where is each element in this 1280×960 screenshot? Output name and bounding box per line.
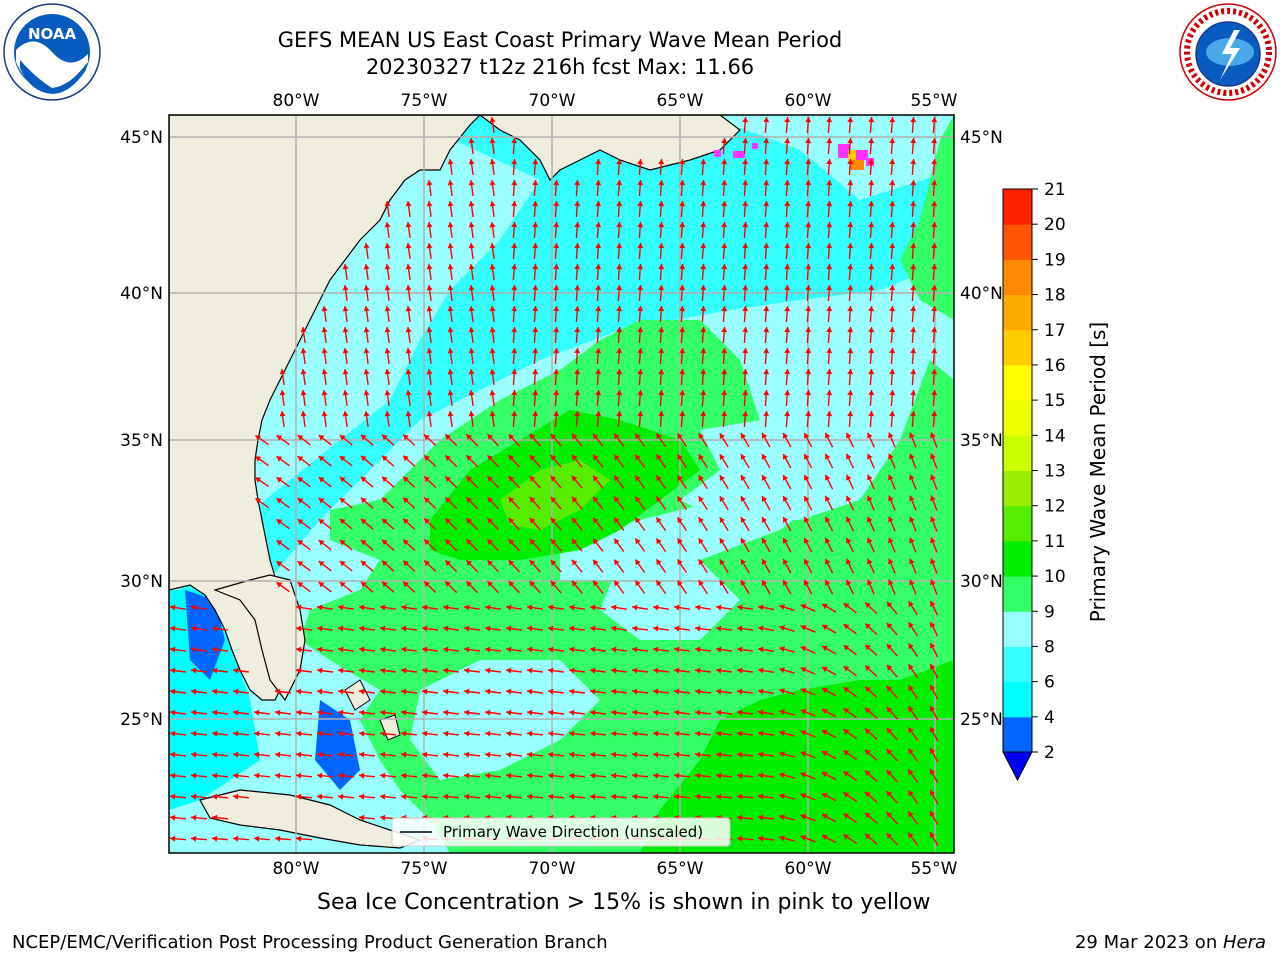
footer-date: 29 Mar 2023 on Hera [1075,932,1266,953]
colorbar-tick-label: 18 [1044,286,1066,306]
lon-label: 65°W [657,91,704,111]
colorbar-swatch [1003,400,1032,436]
footer-host: Hera [1223,932,1266,953]
colorbar-tick-label: 11 [1044,532,1066,552]
lat-label: 45°N [960,128,1003,148]
lat-label: 35°N [120,431,163,451]
lon-label: 70°W [529,859,576,879]
lat-labels-right: 45°N 40°N 35°N 30°N 25°N [960,128,1003,730]
colorbar-label: Primary Wave Mean Period [s] [1086,322,1110,623]
lon-label: 80°W [273,859,320,879]
colorbar-tick-label: 6 [1044,673,1055,693]
lon-label: 60°W [785,859,832,879]
legend-label: Primary Wave Direction (unscaled) [443,823,703,841]
colorbar-swatch [1003,259,1032,295]
colorbar-swatch [1003,295,1032,331]
lat-label: 35°N [960,431,1003,451]
lon-label: 55°W [911,91,958,111]
lat-label: 25°N [960,710,1003,730]
lon-labels-top: 80°W 75°W 70°W 65°W 60°W 55°W [273,91,958,111]
colorbar-swatch [1003,471,1032,507]
lat-label: 30°N [960,572,1003,592]
colorbar-swatch [1003,435,1032,471]
lon-label: 55°W [911,859,958,879]
lat-label: 40°N [960,284,1003,304]
colorbar-tick-label: 9 [1044,602,1055,622]
colorbar-swatch [1003,717,1032,753]
colorbar-tick-label: 13 [1044,462,1066,482]
lat-labels-left: 45°N 40°N 35°N 30°N 25°N [120,128,163,730]
colorbar-tick-label: 20 [1044,215,1066,235]
footer-date-text: 29 Mar 2023 on [1075,932,1223,953]
colorbar-swatch [1003,189,1032,225]
colorbar-swatch [1003,541,1032,577]
footer-organization: NCEP/EMC/Verification Post Processing Pr… [12,932,608,953]
colorbar-tick-label: 17 [1044,321,1066,341]
colorbar-tick-label: 8 [1044,637,1055,657]
colorbar-tick-label: 21 [1044,180,1066,200]
colorbar-tick-label: 4 [1044,708,1055,728]
lat-label: 40°N [120,284,163,304]
lon-label: 60°W [785,91,832,111]
colorbar-tick-label: 2 [1044,743,1055,763]
colorbar-tick-label: 10 [1044,567,1066,587]
colorbar-tick-label: 19 [1044,250,1066,270]
lon-label: 65°W [657,859,704,879]
lat-label: 45°N [120,128,163,148]
colorbar-tick-label: 14 [1044,426,1066,446]
lat-label: 25°N [120,710,163,730]
colorbar-swatch [1003,576,1032,612]
lon-label: 75°W [401,859,448,879]
lon-labels-bottom: 80°W 75°W 70°W 65°W 60°W 55°W [273,859,958,879]
colorbar-swatch [1003,224,1032,260]
colorbar-tick-label: 16 [1044,356,1066,376]
lon-label: 80°W [273,91,320,111]
colorbar-swatch [1003,682,1032,718]
lon-label: 70°W [529,91,576,111]
colorbar-swatch [1003,611,1032,647]
colorbar: 2 4 6 8 9 10 11 12 13 14 15 16 17 18 19 20 21 [1003,180,1066,780]
map-plot: Primary Wave Direction (unscaled) [169,115,954,853]
sea-ice-note: Sea Ice Concentration > 15% is shown in … [317,890,931,915]
colorbar-swatch [1003,365,1032,401]
colorbar-swatch [1003,646,1032,682]
colorbar-swatch [1003,330,1032,366]
lat-label: 30°N [120,572,163,592]
colorbar-tick-label: 12 [1044,497,1066,517]
lon-label: 75°W [401,91,448,111]
colorbar-underflow-triangle [1003,752,1032,780]
colorbar-swatch [1003,506,1032,542]
colorbar-tick-label: 15 [1044,391,1066,411]
map-legend: Primary Wave Direction (unscaled) [392,818,730,846]
